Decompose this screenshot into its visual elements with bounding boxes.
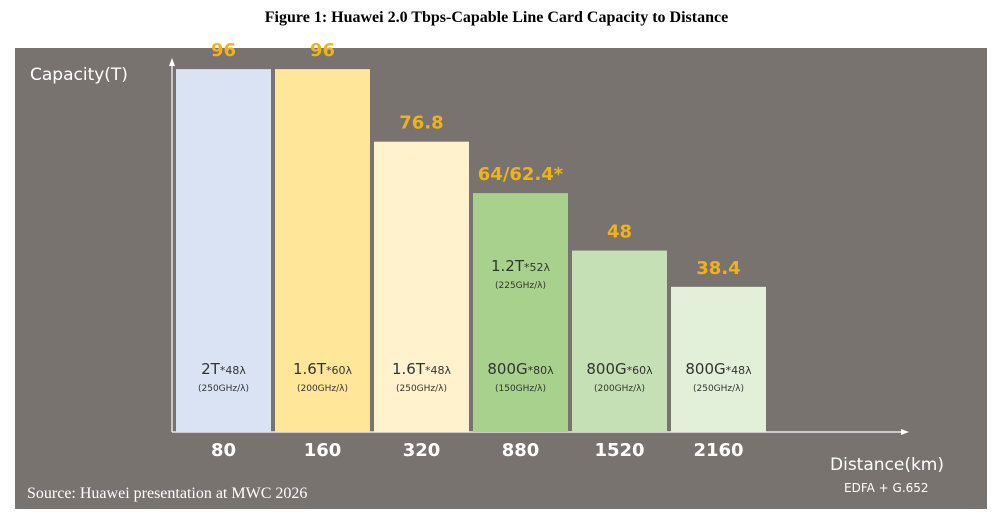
bar-spacing-2160: (250GHz/λ) xyxy=(693,384,744,394)
bar-880 xyxy=(473,193,568,432)
fiber-note: EDFA + G.652 xyxy=(844,481,929,495)
bar-spacing-1520: (200GHz/λ) xyxy=(594,384,645,394)
x-tick-880: 880 xyxy=(502,440,540,461)
value-label-1520: 48 xyxy=(607,222,632,243)
bar-spacing-880: (150GHz/λ) xyxy=(495,384,546,394)
x-tick-320: 320 xyxy=(403,440,441,461)
y-axis-arrow xyxy=(169,58,175,66)
x-tick-1520: 1520 xyxy=(594,440,644,461)
bar-config-2160: 800G*48λ xyxy=(685,360,752,378)
bar-spacing-alt-880: (225GHz/λ) xyxy=(495,281,546,291)
bar-config-80: 2T*48λ xyxy=(201,360,246,378)
value-label-320: 76.8 xyxy=(399,113,443,134)
x-tick-2160: 2160 xyxy=(693,440,743,461)
bar-spacing-320: (250GHz/λ) xyxy=(396,384,447,394)
bar-config-320: 1.6T*48λ xyxy=(392,360,452,378)
x-axis-title: Distance(km) xyxy=(830,455,944,475)
bar-config-alt-880: 1.2T*52λ xyxy=(491,257,551,275)
x-axis-arrow xyxy=(901,429,909,435)
bar-config-160: 1.6T*60λ xyxy=(293,360,353,378)
y-axis-title: Capacity(T) xyxy=(30,65,128,85)
bar-config-880: 800G*80λ xyxy=(487,360,554,378)
x-tick-160: 160 xyxy=(304,440,342,461)
bar-1520 xyxy=(572,250,667,432)
value-label-80: 96 xyxy=(211,40,236,61)
bar-config-1520: 800G*60λ xyxy=(586,360,653,378)
value-label-160: 96 xyxy=(310,40,335,61)
bar-spacing-80: (250GHz/λ) xyxy=(198,384,249,394)
source-caption: Source: Huawei presentation at MWC 2026 xyxy=(27,485,308,502)
bar-spacing-160: (200GHz/λ) xyxy=(297,384,348,394)
bar-160 xyxy=(275,69,370,433)
figure-title: Figure 1: Huawei 2.0 Tbps-Capable Line C… xyxy=(264,9,729,26)
bar-320 xyxy=(374,141,469,433)
x-tick-80: 80 xyxy=(211,440,236,461)
bar-2160 xyxy=(671,286,766,432)
value-label-880: 64/62.4* xyxy=(478,164,564,185)
value-label-2160: 38.4 xyxy=(696,258,740,279)
bar-80 xyxy=(176,69,271,433)
